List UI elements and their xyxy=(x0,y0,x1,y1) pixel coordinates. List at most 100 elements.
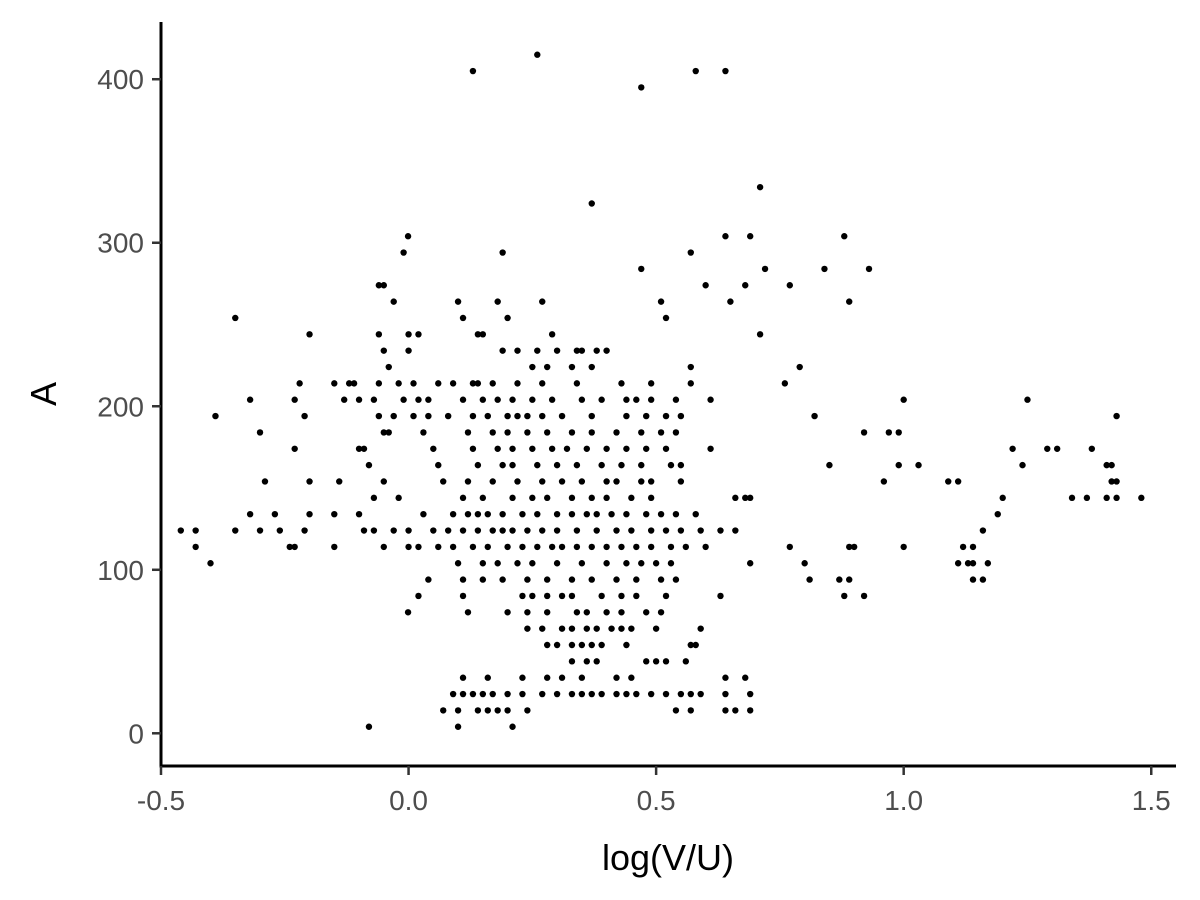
data-point xyxy=(573,609,581,616)
data-point xyxy=(677,690,685,698)
data-point xyxy=(400,249,407,256)
data-point xyxy=(865,265,873,273)
data-point xyxy=(1083,494,1091,502)
ticks-layer: -0.5 0.0 0.5 1.0 1.5 0 100 200 300 400 xyxy=(97,64,1170,816)
data-point xyxy=(1088,445,1096,452)
data-point xyxy=(578,690,586,698)
data-point xyxy=(395,380,402,387)
data-point xyxy=(984,560,992,567)
data-point xyxy=(301,527,308,534)
data-point xyxy=(687,690,694,698)
data-point xyxy=(583,445,591,452)
data-point xyxy=(578,396,586,403)
data-point xyxy=(568,625,576,632)
data-point xyxy=(662,314,670,322)
data-point xyxy=(459,527,467,534)
data-point xyxy=(1009,445,1016,452)
data-point xyxy=(687,641,694,649)
data-point xyxy=(588,412,595,420)
data-point xyxy=(623,560,630,567)
data-point xyxy=(647,543,655,551)
data-point xyxy=(469,67,477,75)
data-point xyxy=(543,609,551,616)
data-point xyxy=(504,412,511,420)
data-point xyxy=(578,641,586,649)
data-point xyxy=(613,527,620,534)
data-point xyxy=(534,461,541,469)
data-point xyxy=(514,412,521,420)
data-point xyxy=(504,314,511,322)
data-point xyxy=(464,609,472,616)
data-point xyxy=(558,478,566,485)
data-point xyxy=(618,625,625,632)
data-point xyxy=(459,576,467,583)
data-point xyxy=(494,396,501,403)
data-point xyxy=(415,396,422,403)
data-point xyxy=(474,527,482,534)
data-point xyxy=(662,527,670,534)
data-point xyxy=(504,690,511,698)
data-point xyxy=(499,510,506,518)
data-point xyxy=(380,429,388,436)
data-point xyxy=(697,625,704,632)
data-point xyxy=(643,412,650,420)
data-point xyxy=(796,363,803,371)
data-point xyxy=(553,690,561,698)
data-point xyxy=(628,527,635,534)
data-point xyxy=(474,461,482,469)
data-point xyxy=(900,396,907,403)
data-point xyxy=(435,543,442,551)
data-point xyxy=(647,396,655,403)
data-point xyxy=(286,543,293,551)
data-point xyxy=(499,249,506,256)
data-point xyxy=(504,609,511,616)
data-point xyxy=(474,707,482,714)
data-point xyxy=(484,674,491,681)
data-point xyxy=(638,560,645,567)
data-point xyxy=(271,510,279,518)
data-point xyxy=(959,543,967,551)
data-point xyxy=(682,658,690,665)
data-point xyxy=(425,576,432,583)
data-point xyxy=(687,363,694,371)
data-point xyxy=(1044,445,1051,452)
data-point xyxy=(370,527,378,534)
data-point xyxy=(623,445,630,452)
data-point xyxy=(479,690,487,698)
data-point xyxy=(598,690,605,698)
data-point xyxy=(732,707,739,714)
data-point xyxy=(657,298,665,305)
data-point xyxy=(474,510,482,518)
data-point xyxy=(449,380,457,387)
data-point xyxy=(459,592,467,600)
data-point xyxy=(638,84,645,91)
data-point xyxy=(588,690,595,698)
data-point xyxy=(677,527,685,534)
data-point xyxy=(1019,461,1026,469)
data-point xyxy=(232,314,239,322)
data-point xyxy=(529,592,536,600)
data-point xyxy=(350,380,358,387)
data-point xyxy=(697,690,704,698)
data-point xyxy=(603,478,610,485)
data-point xyxy=(336,478,343,485)
data-point xyxy=(380,282,388,289)
data-point xyxy=(420,510,427,518)
data-point xyxy=(301,412,308,420)
data-point xyxy=(1068,494,1076,502)
data-point xyxy=(514,560,521,567)
data-point xyxy=(504,429,511,436)
data-point xyxy=(484,412,491,420)
data-point xyxy=(652,658,660,665)
data-point xyxy=(543,576,551,583)
data-point xyxy=(568,576,576,583)
data-point xyxy=(722,707,729,714)
data-point xyxy=(638,265,645,273)
data-point xyxy=(509,461,516,469)
data-point xyxy=(647,690,655,698)
data-point xyxy=(786,282,794,289)
data-point xyxy=(489,429,496,436)
data-point xyxy=(331,543,338,551)
data-point xyxy=(207,560,214,567)
